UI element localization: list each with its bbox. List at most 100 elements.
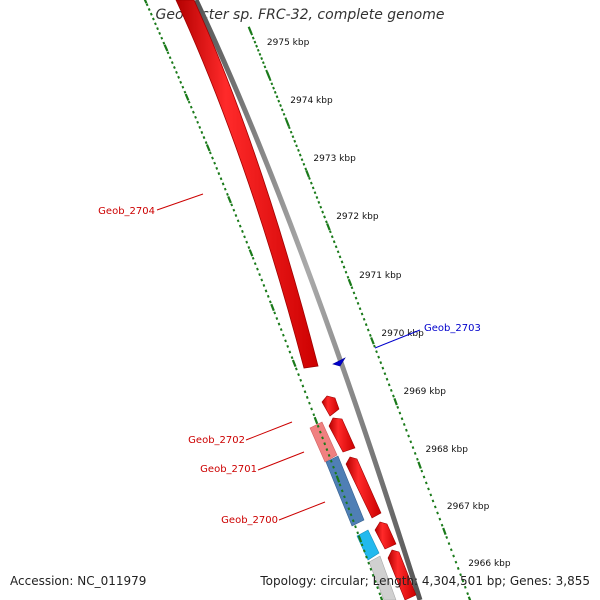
outer-ruler-major-tick bbox=[270, 303, 275, 312]
kbp-ruler-minor-tick bbox=[330, 235, 334, 239]
outer-ruler-minor-tick bbox=[325, 448, 329, 452]
kbp-ruler-minor-tick bbox=[463, 585, 467, 589]
outer-ruler-minor-tick bbox=[172, 65, 176, 70]
kbp-ruler-minor-tick bbox=[416, 457, 419, 461]
outer-ruler-minor-tick bbox=[183, 90, 187, 94]
gene-label-geob-2700[interactable]: Geob_2700 bbox=[221, 515, 278, 526]
kbp-ruler-minor-tick bbox=[440, 523, 444, 527]
kbp-ruler-minor-tick bbox=[272, 86, 275, 90]
kbp-ruler-minor-tick bbox=[258, 52, 262, 56]
kbp-ruler-minor-tick bbox=[373, 344, 376, 348]
segment-grey[interactable] bbox=[368, 555, 397, 600]
label-line-geob-2703 bbox=[374, 329, 421, 349]
kbp-ruler-minor-tick bbox=[438, 517, 442, 521]
outer-ruler-minor-tick bbox=[245, 240, 249, 244]
gene-bar-small-2[interactable] bbox=[374, 521, 397, 550]
outer-ruler-minor-tick bbox=[194, 115, 197, 119]
outer-ruler-minor-tick bbox=[149, 12, 153, 16]
outer-ruler-minor-tick bbox=[268, 300, 272, 304]
outer-ruler-minor-tick bbox=[294, 367, 298, 371]
kbp-ruler-minor-tick bbox=[461, 579, 465, 583]
segment-cyan[interactable] bbox=[356, 529, 380, 561]
kbp-ruler-minor-tick bbox=[454, 560, 458, 564]
outer-ruler-minor-tick bbox=[208, 151, 212, 155]
gene-bar-small-1[interactable] bbox=[321, 395, 340, 417]
outer-ruler-minor-tick bbox=[332, 465, 335, 469]
kbp-ruler-minor-tick bbox=[309, 181, 313, 185]
kbp-ruler-minor-tick bbox=[279, 104, 282, 107]
outer-ruler-minor-tick bbox=[170, 61, 174, 65]
kbp-ruler: 2975 kbp 2974 kbp 2973 kbp 2972 kbp 2971 kbp… bbox=[247, 26, 511, 600]
outer-ruler-minor-tick bbox=[204, 141, 208, 145]
gene-bar-geob-2703[interactable] bbox=[332, 357, 346, 367]
outer-dotted-ruler bbox=[143, 0, 384, 600]
kbp-ruler-minor-tick bbox=[250, 32, 254, 36]
outer-ruler-major-tick bbox=[184, 93, 190, 101]
outer-ruler-minor-tick bbox=[243, 235, 246, 239]
gene-label-geob-2702[interactable]: Geob_2702 bbox=[188, 435, 245, 446]
outer-ruler-minor-tick bbox=[373, 580, 377, 583]
kbp-ruler-minor-tick bbox=[289, 130, 293, 134]
kbp-ruler-minor-tick bbox=[263, 65, 267, 69]
outer-ruler-minor-tick bbox=[160, 36, 164, 40]
kbp-ruler-minor-tick bbox=[381, 366, 385, 370]
gene-label-geob-2704[interactable]: Geob_2704 bbox=[98, 206, 155, 217]
outer-ruler-minor-tick bbox=[145, 3, 149, 7]
segment-pink[interactable] bbox=[309, 421, 338, 463]
outer-ruler-minor-tick bbox=[262, 283, 266, 287]
gene-bar-small-3[interactable] bbox=[387, 549, 417, 600]
label-line-geob-2700 bbox=[278, 501, 326, 521]
label-line-geob-2702 bbox=[245, 421, 293, 441]
gene-bar-geob-2702[interactable] bbox=[328, 417, 356, 453]
kbp-ruler-minor-tick bbox=[364, 323, 368, 327]
kbp-ruler-minor-tick bbox=[383, 372, 387, 376]
outer-ruler-minor-tick bbox=[369, 567, 373, 571]
outer-ruler-minor-tick bbox=[334, 471, 338, 475]
gene-label-geob-2701[interactable]: Geob_2701 bbox=[200, 464, 257, 475]
kbp-ruler-minor-tick bbox=[398, 411, 402, 415]
kbp-tick-label: 2971 kbp bbox=[359, 271, 402, 281]
outer-ruler-major-tick bbox=[291, 359, 297, 368]
kbp-ruler-minor-tick bbox=[280, 108, 284, 112]
outer-ruler-minor-tick bbox=[316, 424, 320, 428]
outer-ruler-major-tick bbox=[143, 0, 148, 4]
outer-ruler-minor-tick bbox=[310, 407, 313, 411]
outer-ruler-minor-tick bbox=[329, 459, 333, 463]
kbp-tick-label: 2966 kbp bbox=[468, 559, 511, 569]
kbp-ruler-minor-tick bbox=[350, 286, 354, 290]
kbp-ruler-minor-tick bbox=[436, 511, 439, 515]
gene-bar-geob-2701[interactable] bbox=[345, 456, 382, 519]
kbp-ruler-minor-tick bbox=[260, 57, 264, 60]
outer-ruler-minor-tick bbox=[378, 592, 382, 596]
outer-ruler-minor-tick bbox=[260, 278, 264, 282]
outer-ruler-minor-tick bbox=[226, 192, 229, 196]
kbp-ruler-minor-tick bbox=[284, 117, 288, 121]
kbp-ruler-major-tick bbox=[326, 223, 331, 231]
kbp-ruler-minor-tick bbox=[377, 355, 381, 359]
label-line-geob-2704 bbox=[156, 193, 204, 211]
gene-label-geob-2703[interactable]: Geob_2703 bbox=[424, 323, 481, 334]
kbp-ruler-minor-tick bbox=[336, 250, 340, 254]
outer-ruler-minor-tick bbox=[189, 105, 193, 109]
kbp-ruler-minor-tick bbox=[273, 90, 277, 94]
outer-ruler-minor-tick bbox=[168, 56, 172, 60]
kbp-ruler-minor-tick bbox=[456, 566, 460, 570]
outer-ruler-minor-tick bbox=[286, 344, 290, 348]
gene-bar-geob-2704[interactable] bbox=[175, 0, 319, 369]
kbp-ruler-minor-tick bbox=[356, 301, 360, 305]
kbp-ruler-minor-tick bbox=[338, 255, 342, 259]
outer-ruler-major-tick bbox=[335, 475, 341, 483]
outer-ruler-minor-tick bbox=[288, 350, 292, 354]
genome-summary-text: Topology: circular; Length: 4,304,501 bp… bbox=[260, 574, 590, 588]
kbp-tick-label: 2974 kbp bbox=[290, 96, 333, 106]
outer-ruler-major-tick bbox=[313, 416, 319, 425]
outer-ruler-minor-tick bbox=[154, 22, 157, 26]
outer-ruler-minor-tick bbox=[217, 172, 221, 176]
kbp-ruler-minor-tick bbox=[328, 230, 332, 234]
kbp-ruler-major-tick bbox=[417, 461, 422, 469]
outer-ruler-minor-tick bbox=[279, 328, 283, 332]
label-line-geob-2701 bbox=[257, 451, 305, 471]
outer-ruler-minor-tick bbox=[187, 100, 191, 104]
